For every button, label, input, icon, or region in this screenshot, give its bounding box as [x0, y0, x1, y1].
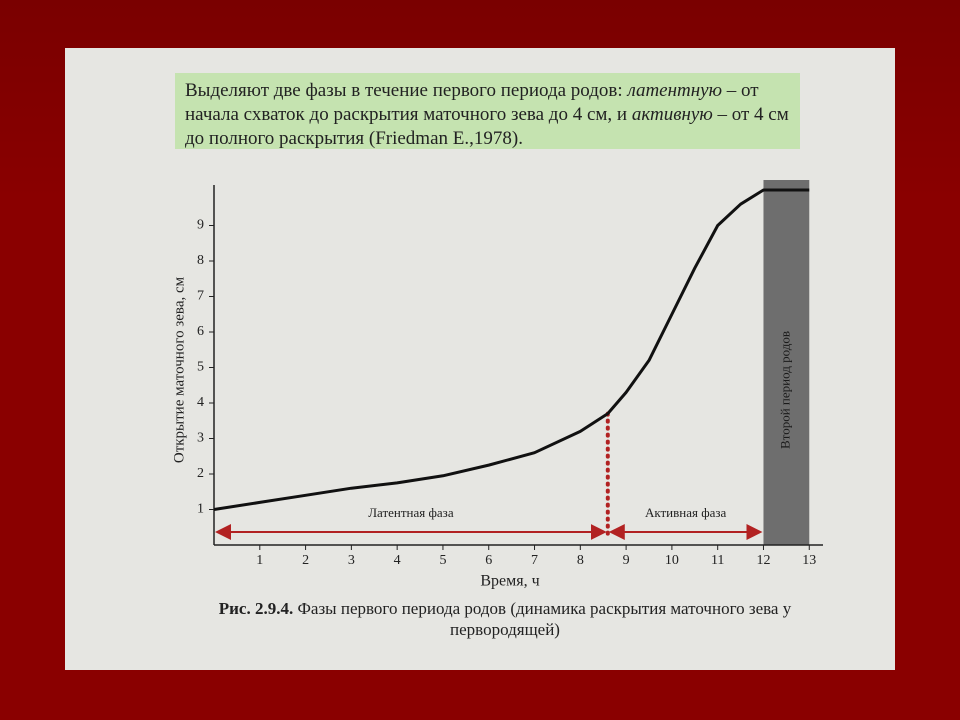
y-axis-label: Открытие маточного зева, см	[171, 276, 187, 463]
note-box: Выделяют две фазы в течение первого пери…	[175, 73, 800, 149]
y-tick-label: 2	[197, 466, 204, 481]
x-tick-label: 1	[256, 553, 263, 568]
note-text: – от 4 см до полного раскрытия (Friedman…	[185, 104, 789, 149]
x-tick-label: 3	[348, 553, 355, 568]
second-period-region	[763, 180, 810, 545]
x-tick-label: 5	[439, 553, 446, 568]
x-tick-label: 11	[711, 553, 724, 568]
caption-label: Рис. 2.9.4.	[218, 599, 294, 618]
note-text: латентную	[627, 80, 723, 101]
y-tick-label: 7	[197, 289, 204, 304]
x-tick-label: 8	[577, 553, 584, 568]
x-axis-label: Время, ч	[480, 573, 539, 590]
y-tick-label: 6	[197, 324, 204, 339]
note-text: Выделяют две фазы в течение первого пери…	[185, 80, 628, 101]
phase-label: Латентная фаза	[368, 505, 454, 520]
x-tick-label: 7	[531, 553, 538, 568]
x-tick-label: 9	[623, 553, 630, 568]
book-page: Выделяют две фазы в течение первого пери…	[65, 48, 895, 670]
x-tick-label: 12	[756, 553, 770, 568]
dilation-curve	[213, 188, 810, 511]
caption: Рис. 2.9.4. Фазы первого периода родов (…	[165, 598, 845, 640]
x-tick-label: 10	[665, 553, 679, 568]
x-tick-label: 13	[802, 553, 816, 568]
phase-label: Активная фаза	[645, 505, 727, 520]
y-tick-label: 4	[197, 395, 204, 410]
y-tick-label: 5	[197, 360, 204, 375]
x-tick-label: 2	[302, 553, 309, 568]
y-tick-label: 9	[197, 218, 204, 233]
x-tick-label: 6	[485, 553, 492, 568]
caption-text: Фазы первого периода родов (динамика рас…	[297, 599, 792, 639]
note-text: – от начала схваток до раскрытия маточно…	[185, 80, 759, 125]
x-tick-label: 4	[394, 553, 401, 568]
y-tick-label: 3	[197, 431, 204, 446]
note-text: активную	[631, 104, 713, 125]
y-tick-label: 8	[197, 253, 204, 268]
y-tick-label: 1	[197, 502, 204, 517]
region-label: Второй период родов	[777, 331, 792, 449]
